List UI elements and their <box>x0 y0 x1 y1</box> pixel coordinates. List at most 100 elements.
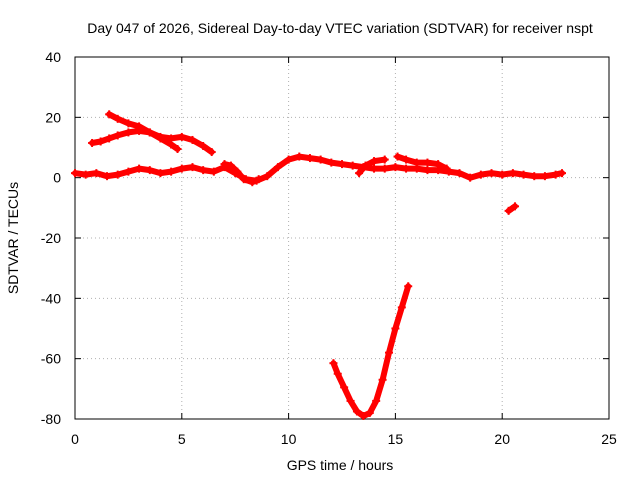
x-tick-label: 20 <box>494 431 510 447</box>
y-tick-labels: -80 -60 -40 -20 0 20 40 <box>41 49 61 427</box>
data-point <box>558 169 567 178</box>
data-point <box>476 170 485 179</box>
data-point <box>167 140 176 149</box>
x-tick-label: 10 <box>281 431 297 447</box>
data-point <box>519 170 528 179</box>
data-point <box>434 160 443 169</box>
data-point <box>71 169 79 178</box>
data-point <box>338 160 346 169</box>
data-point <box>103 172 112 181</box>
y-tick-label: -20 <box>41 230 61 246</box>
data-point <box>423 166 432 175</box>
data-point <box>397 303 406 312</box>
data-point <box>372 396 381 405</box>
x-tick-labels: 0 5 10 15 20 25 <box>71 431 617 447</box>
x-tick-label: 5 <box>178 431 186 447</box>
y-tick-label: 0 <box>53 170 61 186</box>
series-line <box>330 283 412 419</box>
data-point <box>498 170 507 179</box>
data-point <box>402 164 411 173</box>
data-point <box>124 119 133 128</box>
data-point <box>177 164 186 173</box>
data-point <box>551 170 560 179</box>
data-point <box>263 172 272 181</box>
data-point <box>384 348 393 357</box>
data-point <box>346 396 355 405</box>
data-point <box>156 169 165 178</box>
data-point <box>504 206 513 215</box>
data-point <box>487 169 496 178</box>
data-point <box>327 158 336 167</box>
series-short-segment-a <box>220 160 263 187</box>
data-point <box>305 154 314 163</box>
data-point <box>348 161 357 170</box>
data-point <box>329 359 338 368</box>
data-point <box>145 166 154 175</box>
y-tick-label: 20 <box>45 109 61 125</box>
data-point <box>167 167 176 176</box>
data-point <box>404 282 413 291</box>
data-point <box>380 155 389 164</box>
data-point <box>209 167 218 176</box>
x-axis-label: GPS time / hours <box>287 457 394 473</box>
data-point <box>88 138 97 147</box>
data-point <box>96 137 105 146</box>
grid <box>75 57 609 419</box>
data-point <box>442 164 451 173</box>
data-point <box>124 167 133 176</box>
data-series <box>71 110 567 420</box>
data-point <box>173 145 182 154</box>
data-point <box>105 110 114 119</box>
data-point <box>511 202 520 211</box>
data-point <box>207 148 216 157</box>
data-point <box>352 407 361 416</box>
data-point <box>391 324 400 333</box>
data-point <box>466 173 475 182</box>
data-point <box>540 172 549 181</box>
series-line <box>356 156 388 177</box>
x-tick-label: 0 <box>71 431 79 447</box>
data-point <box>412 158 421 167</box>
data-point <box>530 172 539 181</box>
data-point <box>455 169 464 178</box>
data-point <box>177 132 186 141</box>
data-point <box>113 114 122 123</box>
x-tick-label: 15 <box>388 431 404 447</box>
data-point <box>333 369 342 378</box>
data-point <box>254 175 263 184</box>
series-main-band <box>71 152 567 185</box>
data-point <box>365 408 374 417</box>
data-point <box>402 155 411 164</box>
ticks <box>74 56 610 420</box>
data-point <box>359 411 368 420</box>
y-tick-label: -40 <box>41 290 61 306</box>
data-point <box>188 135 197 144</box>
data-point <box>316 155 325 164</box>
data-point <box>355 169 364 178</box>
data-point <box>391 163 400 172</box>
data-point <box>423 158 432 167</box>
data-point <box>233 167 242 176</box>
y-tick-label: -60 <box>41 351 61 367</box>
data-point <box>248 178 257 187</box>
data-point <box>113 170 122 179</box>
data-point <box>220 160 229 169</box>
data-point <box>361 161 370 170</box>
data-point <box>284 155 293 164</box>
data-point <box>295 152 304 161</box>
series-deep-dip-arc <box>329 282 413 420</box>
data-point <box>92 169 101 178</box>
data-point <box>113 131 122 140</box>
y-axis-label: SDTVAR / TECUs <box>5 182 21 294</box>
data-point <box>273 163 282 172</box>
series-short-segment-c <box>393 152 451 173</box>
data-point <box>378 375 387 384</box>
y-tick-label: -80 <box>41 411 61 427</box>
data-point <box>239 175 248 184</box>
x-tick-label: 25 <box>601 431 617 447</box>
data-point <box>508 169 517 178</box>
series-upper-arc-b <box>105 110 182 154</box>
data-point <box>370 157 379 166</box>
chart-title: Day 047 of 2026, Sidereal Day-to-day VTE… <box>87 20 593 36</box>
